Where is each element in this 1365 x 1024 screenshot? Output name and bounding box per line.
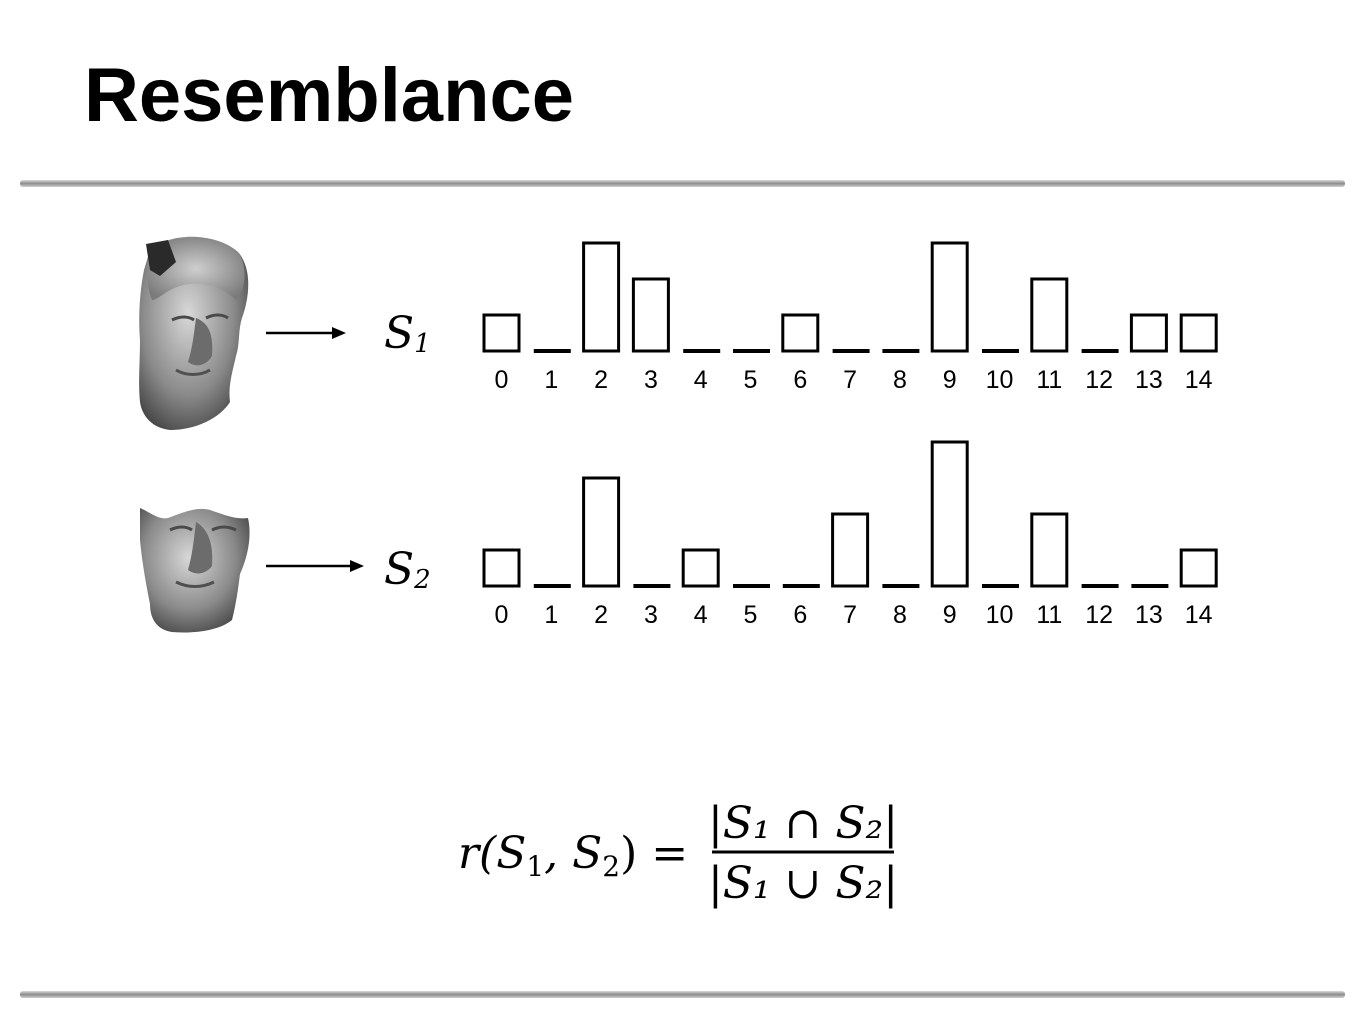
caesar-bust-full-icon: [139, 236, 249, 430]
caesar-bust-partial-icon: [140, 508, 250, 633]
arrow-icon: [266, 327, 346, 339]
bin-label: 0: [495, 601, 509, 629]
histogram-bar: [681, 548, 720, 588]
bin-label: 13: [1135, 601, 1163, 629]
bin-label: 6: [793, 601, 807, 629]
bin-label: 9: [943, 366, 957, 394]
bin-label: 10: [986, 366, 1014, 394]
histogram-bar: [1030, 277, 1069, 353]
resemblance-formula: r(S1, S2) = |S₁ ∩ S₂| |S₁ ∪ S₂|: [458, 798, 898, 909]
histogram-bar: [930, 440, 969, 588]
bin-label: 1: [544, 366, 558, 394]
bin-label: 9: [943, 601, 957, 629]
histogram-bar: [582, 476, 621, 588]
histogram-bar: [582, 241, 621, 353]
histogram-bar: [831, 512, 870, 588]
bin-label: 12: [1085, 366, 1113, 394]
formula-lhs: r(S1, S2) =: [458, 828, 688, 883]
histogram-s1: 0 1 2 3 4 5 6 7 8 9 10 11 12 13 14: [482, 241, 1218, 394]
bin-label: 14: [1185, 366, 1213, 394]
set-label-s1: S1: [384, 308, 431, 359]
bin-label: 2: [594, 366, 608, 394]
histogram-bar: [781, 313, 820, 353]
bin-label: 14: [1185, 601, 1213, 629]
bin-label: 6: [793, 366, 807, 394]
bin-label: 8: [893, 601, 907, 629]
top-divider: [20, 180, 1345, 187]
histogram-bar: [1179, 313, 1218, 353]
histogram-bar: [930, 241, 969, 353]
bin-label: 3: [644, 601, 658, 629]
bin-label: 5: [744, 601, 758, 629]
formula-denominator: |S₁ ∪ S₂|: [708, 858, 898, 909]
bin-label: 8: [893, 366, 907, 394]
histogram-bar: [1179, 548, 1218, 588]
formula-numerator: |S₁ ∩ S₂|: [708, 798, 898, 849]
bottom-divider: [20, 991, 1345, 998]
bin-label: 3: [644, 366, 658, 394]
bin-label: 4: [694, 601, 708, 629]
arrow-icon: [266, 560, 364, 572]
bin-label: 2: [594, 601, 608, 629]
bin-label: 11: [1036, 601, 1062, 629]
bin-label: 4: [694, 366, 708, 394]
bin-label: 5: [744, 366, 758, 394]
bin-label: 13: [1135, 366, 1163, 394]
bin-label: 11: [1036, 366, 1062, 394]
bin-label: 0: [495, 366, 509, 394]
bin-label: 10: [986, 601, 1014, 629]
histogram-bar: [482, 313, 521, 353]
slide-title: Resemblance: [84, 53, 575, 138]
histogram-bar: [1129, 313, 1168, 353]
set-label-s2: S2: [384, 544, 431, 595]
bin-label: 7: [843, 601, 857, 629]
histogram-s2: 0 1 2 3 4 5 6 7 8 9 10 11 12 13 14: [482, 440, 1218, 629]
histogram-bar: [482, 548, 521, 588]
bin-label: 7: [843, 366, 857, 394]
histogram-bar: [631, 277, 670, 353]
bin-label: 1: [544, 601, 558, 629]
bin-label: 12: [1085, 601, 1113, 629]
histogram-bar: [1030, 512, 1069, 588]
